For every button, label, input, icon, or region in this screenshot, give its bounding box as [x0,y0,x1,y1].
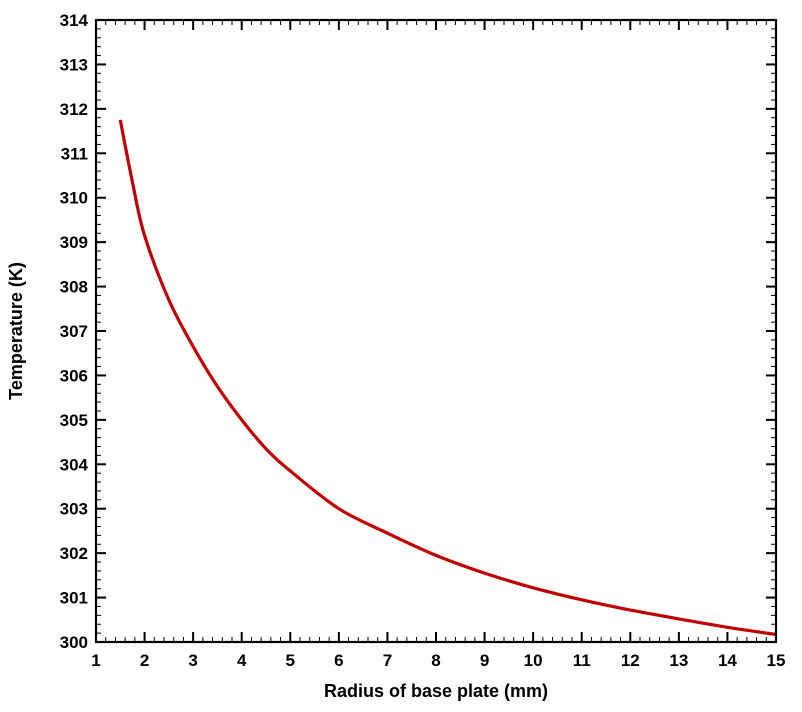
x-tick-label: 1 [91,651,100,670]
y-tick-label: 312 [60,100,88,119]
x-axis-ticks [95,20,777,642]
y-tick-label: 301 [60,589,88,608]
y-axis-title: Temperature (K) [6,262,26,400]
x-tick-label: 5 [286,651,295,670]
x-tick-label: 11 [573,651,591,670]
y-tick-label: 307 [60,322,88,341]
y-tick-label: 300 [60,633,88,652]
y-tick-label: 313 [60,55,88,74]
series-layer [118,119,777,637]
plot-frame [94,18,778,644]
x-tick-label: 13 [669,651,688,670]
x-tick-label: 15 [767,651,786,670]
y-tick-labels: 300 301 302 303 304 305 306 307 308 309 310 311 312 3… [60,11,89,652]
x-tick-labels: 1 2 3 4 5 6 7 8 9 10 11 12 13 14 15 [91,651,785,670]
y-tick-label: 306 [60,366,88,385]
x-tick-label: 7 [383,651,392,670]
x-tick-label: 6 [334,651,343,670]
x-tick-label: 9 [480,651,489,670]
y-tick-label: 302 [60,544,88,563]
x-tick-label: 3 [188,651,197,670]
y-tick-label: 309 [60,233,88,252]
x-tick-label: 2 [140,651,149,670]
y-tick-label: 305 [60,411,88,430]
x-tick-label: 8 [431,651,440,670]
x-tick-label: 4 [237,651,247,670]
x-tick-label: 10 [524,651,543,670]
x-axis-title: Radius of base plate (mm) [324,681,548,701]
y-tick-label: 308 [60,278,88,297]
x-tick-label: 14 [718,651,737,670]
y-tick-label: 314 [60,11,89,30]
y-tick-label: 304 [60,455,89,474]
y-tick-label: 310 [60,189,88,208]
temperature-series-line [118,119,777,637]
y-tick-label: 311 [61,144,88,163]
x-tick-label: 12 [621,651,640,670]
y-axis-ticks [96,19,776,643]
y-tick-label: 303 [60,500,88,519]
